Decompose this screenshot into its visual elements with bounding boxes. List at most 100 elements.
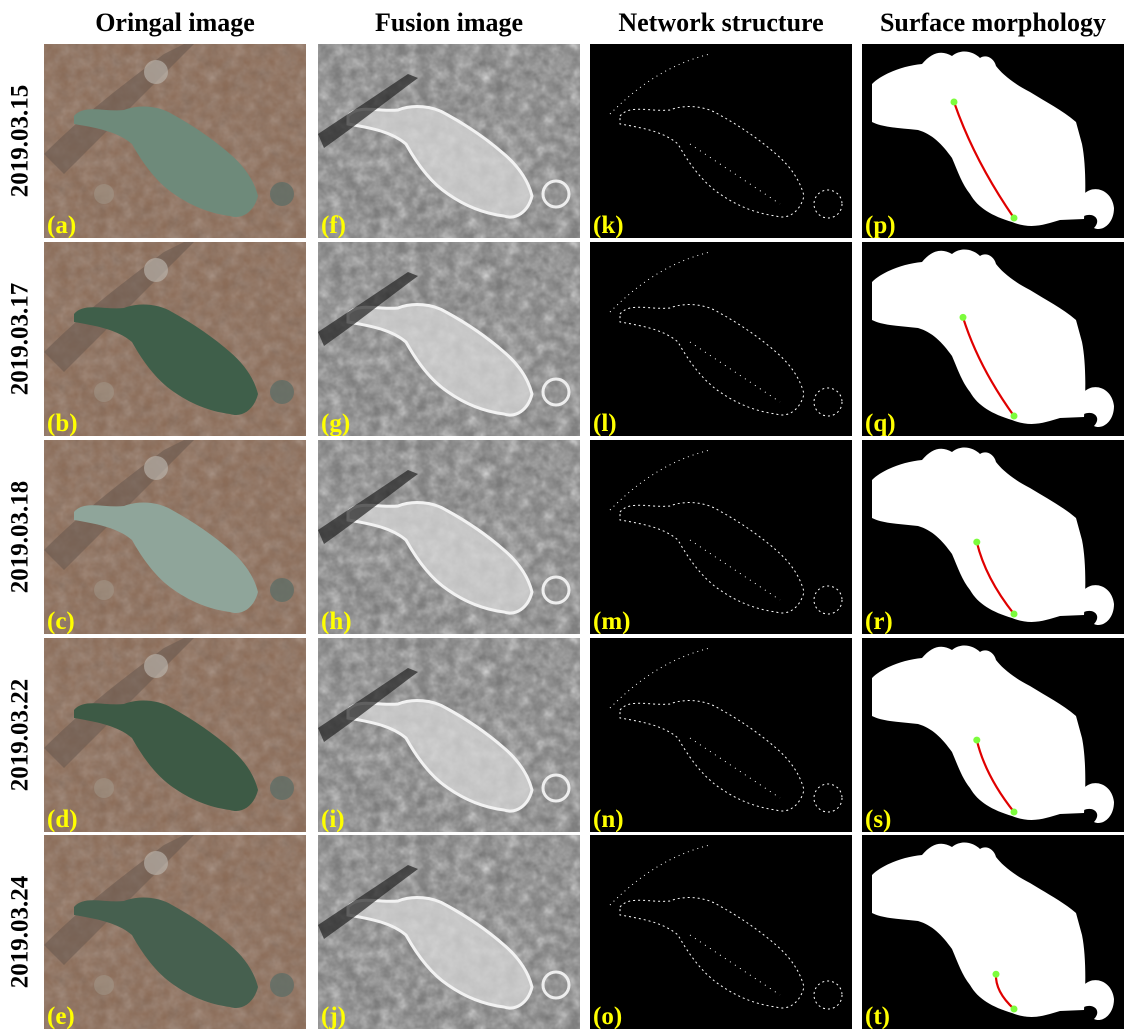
panel-image: [590, 638, 852, 832]
dark-ridge: [318, 272, 418, 346]
column-header-network: Network structure: [618, 8, 824, 37]
panel-label: (a): [47, 212, 77, 238]
row-date-label: 2019.03.18: [0, 440, 40, 634]
network-background: [590, 835, 852, 1029]
path-end-point: [1010, 610, 1018, 618]
panel-label: (h): [321, 608, 352, 634]
network-edges: [609, 844, 711, 906]
path-start-point: [973, 538, 981, 546]
panel-network: (l): [590, 242, 852, 436]
panel-label: (l): [593, 410, 617, 436]
bright-patch: [94, 580, 114, 600]
panel-image: [590, 242, 852, 436]
pond-mask: [1084, 980, 1114, 1021]
panel-label: (j): [321, 1003, 346, 1029]
row-date-text: 2019.03.18: [6, 480, 33, 594]
panel-surface: (s): [862, 638, 1124, 832]
pond-mask: [1084, 189, 1114, 230]
network-edges: [689, 737, 781, 799]
network-edges: [609, 449, 711, 511]
pond-mask: [1084, 387, 1114, 428]
pond-outline: [541, 773, 571, 803]
panel-original: (b): [44, 242, 306, 436]
panel-original: (a): [44, 44, 306, 238]
path-start-point: [992, 970, 1000, 978]
panel-surface: (p): [862, 44, 1124, 238]
panel-image: [318, 44, 580, 238]
panel-label: (t): [865, 1003, 890, 1029]
panel-label: (i): [321, 806, 345, 832]
panel-label: (n): [593, 806, 624, 832]
small-pond: [270, 776, 294, 800]
row-date-text: 2019.03.17: [6, 282, 33, 396]
network-edges: [609, 251, 711, 313]
bright-patch: [94, 975, 114, 995]
panel-label: (r): [865, 608, 893, 634]
column-header-original: Oringal image: [95, 8, 255, 37]
panel-label: (f): [321, 212, 346, 238]
network-edges: [813, 189, 843, 219]
bright-patch: [144, 258, 168, 282]
path-end-point: [1010, 412, 1018, 420]
path-end-point: [1010, 808, 1018, 816]
pond-outline: [541, 179, 571, 209]
network-background: [590, 440, 852, 634]
panel-image: [862, 638, 1124, 832]
panel-label: (d): [47, 806, 78, 832]
row-date-label: 2019.03.15: [0, 44, 40, 238]
panel-label: (c): [47, 608, 75, 634]
panel-fusion: (i): [318, 638, 580, 832]
drainage-path: [961, 317, 1015, 417]
panel-image: [318, 440, 580, 634]
network-edges: [813, 783, 843, 813]
bright-patch: [144, 851, 168, 875]
panel-image: [44, 835, 306, 1029]
drainage-path: [975, 541, 1015, 615]
dark-ridge: [318, 74, 418, 148]
small-pond: [270, 380, 294, 404]
panel-image: [318, 835, 580, 1029]
panel-image: [590, 440, 852, 634]
panel-network: (n): [590, 638, 852, 832]
row-date-label: 2019.03.22: [0, 638, 40, 832]
pond-outline: [541, 377, 571, 407]
bright-patch: [144, 456, 168, 480]
panel-label: (p): [865, 212, 896, 238]
panel-network: (o): [590, 835, 852, 1029]
panel-label: (m): [593, 608, 631, 634]
row-date-label: 2019.03.24: [0, 835, 40, 1029]
panel-label: (g): [321, 410, 351, 436]
panel-network: (k): [590, 44, 852, 238]
panel-label: (k): [593, 212, 624, 238]
panel-image: [862, 44, 1124, 238]
pond-outline: [541, 970, 571, 1000]
dark-ridge: [318, 668, 418, 742]
network-edges: [689, 143, 781, 205]
network-edges: [689, 934, 781, 996]
pond-mask: [1084, 783, 1114, 824]
network-edges: [689, 539, 781, 601]
row-date-label: 2019.03.17: [0, 242, 40, 436]
drainage-path: [952, 101, 1015, 219]
panel-label: (s): [865, 806, 892, 832]
bright-patch: [144, 60, 168, 84]
pond-mask: [1084, 585, 1114, 626]
bright-patch: [144, 654, 168, 678]
panel-image: [44, 44, 306, 238]
network-background: [590, 638, 852, 832]
panel-image: [590, 835, 852, 1029]
path-end-point: [1010, 214, 1018, 222]
panel-fusion: (h): [318, 440, 580, 634]
row-date-text: 2019.03.15: [6, 84, 33, 198]
panel-image: [862, 835, 1124, 1029]
path-start-point: [950, 98, 958, 106]
dark-ridge: [318, 470, 418, 544]
network-edges: [813, 387, 843, 417]
panel-image: [44, 638, 306, 832]
panel-image: [862, 440, 1124, 634]
panel-image: [44, 440, 306, 634]
panel-network: (m): [590, 440, 852, 634]
network-edges: [609, 53, 711, 115]
column-header-fusion: Fusion image: [374, 8, 524, 37]
small-pond: [270, 578, 294, 602]
